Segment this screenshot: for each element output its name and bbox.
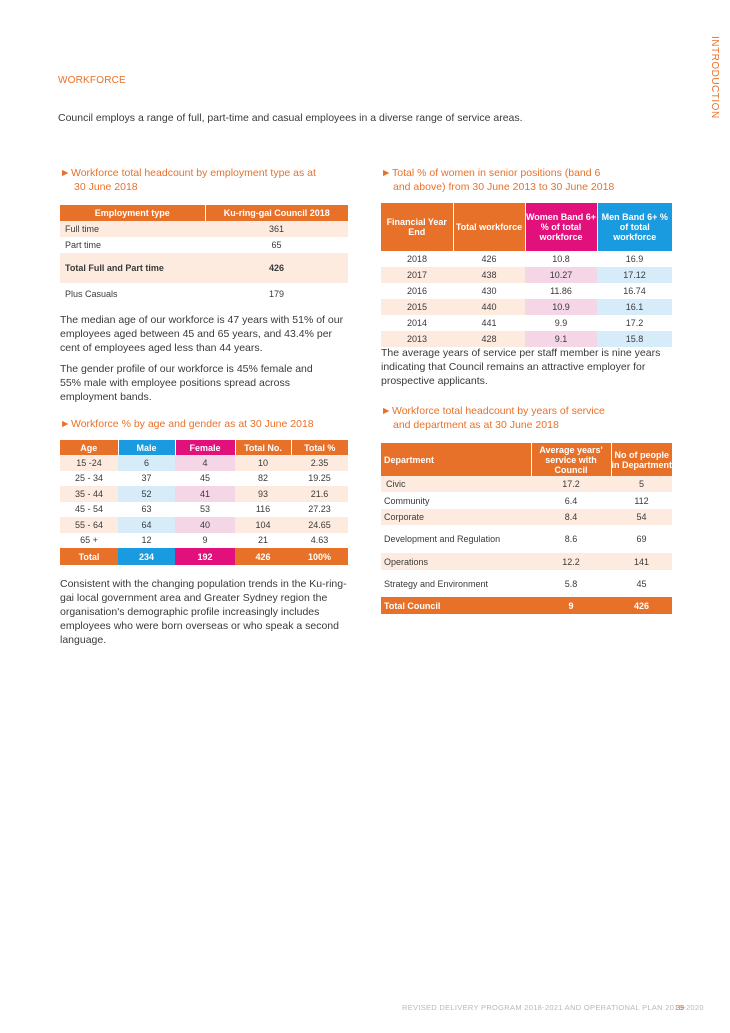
table-row: 2018 426 10.8 16.9 <box>406 254 644 264</box>
headcount-table: Employment type Ku-ring-gai Council 2018… <box>60 205 348 305</box>
column-header: Total % <box>291 440 348 455</box>
table-row: Civic 17.2 5 <box>381 476 672 492</box>
age-gender-table: Age Male Female Total No. Total % 15 -24… <box>60 440 348 565</box>
column-header: Male <box>118 440 176 455</box>
table-row: 35 - 44 52 41 93 21.6 <box>60 486 348 502</box>
column-header: Financial Year End <box>381 203 454 251</box>
women-senior-heading: ►Total % of women in senior positions (b… <box>381 167 615 193</box>
gender-profile-paragraph: The gender profile of our workforce is 4… <box>60 363 313 403</box>
headcount-heading: ►Workforce total headcount by employment… <box>60 167 316 193</box>
triangle-bullet-icon: ► <box>60 167 71 179</box>
table-row: Strategy and Environment 5.8 45 <box>384 578 647 589</box>
table-total-row: Total 234 192 426 100% <box>60 548 348 565</box>
median-age-paragraph: The median age of our workforce is 47 ye… <box>60 314 344 354</box>
column-header: Department <box>381 443 532 476</box>
column-header: Average years' service with Council <box>531 443 612 476</box>
age-gender-heading: ►Workforce % by age and gender as at 30 … <box>60 418 314 430</box>
table-row: Operations 12.2 141 <box>381 553 672 570</box>
table-row: Community 6.4 112 <box>384 495 649 506</box>
table-row: Full time 361 <box>60 221 348 237</box>
column-header: Ku-ring-gai Council 2018 <box>205 205 348 221</box>
table-row: 2017 438 10.27 17.12 <box>381 267 672 283</box>
table-row: 2014 441 9.9 17.2 <box>406 318 644 328</box>
table-row: 2013 428 9.1 15.8 <box>381 331 672 347</box>
intro-paragraph: Council employs a range of full, part-ti… <box>58 112 523 124</box>
women-senior-table: Financial Year End Total workforce Women… <box>381 203 672 347</box>
table-total-row: Total Full and Part time 426 <box>60 253 348 283</box>
table-row: 45 - 54 63 53 116 27.23 <box>74 504 331 515</box>
population-paragraph: Consistent with the changing population … <box>60 578 347 646</box>
column-header: No of people in Department <box>611 443 672 476</box>
section-title: WORKFORCE <box>58 75 126 86</box>
service-dept-table: Department Average years' service with C… <box>381 443 672 614</box>
column-header: Total No. <box>235 440 292 455</box>
table-total-row: Total Council 9 426 <box>381 597 672 614</box>
column-header: Age <box>60 440 119 455</box>
footer-text: REVISED DELIVERY PROGRAM 2018-2021 AND O… <box>402 1003 704 1012</box>
service-dept-heading: ►Workforce total headcount by years of s… <box>381 405 605 431</box>
table-row: 65 + 12 9 21 4.63 <box>80 535 329 546</box>
column-header: Men Band 6+ % of total workforce <box>597 203 672 251</box>
table-row: Corporate 8.4 54 <box>381 509 672 525</box>
page-number: 39 <box>676 1003 685 1012</box>
triangle-bullet-icon: ► <box>60 418 71 430</box>
table-row: 15 -24 6 4 10 2.35 <box>60 455 348 471</box>
triangle-bullet-icon: ► <box>381 167 392 179</box>
table-row: 25 - 34 37 45 82 19.25 <box>74 473 331 484</box>
table-row: 2015 440 10.9 16.1 <box>381 299 672 315</box>
table-row: 2016 430 11.86 16.74 <box>406 286 646 296</box>
triangle-bullet-icon: ► <box>381 405 392 417</box>
column-header: Female <box>175 440 236 455</box>
table-row: Plus Casuals 179 <box>65 289 285 299</box>
column-header: Total workforce <box>453 203 526 251</box>
service-years-paragraph: The average years of service per staff m… <box>381 347 661 387</box>
table-row: Part time 65 <box>65 240 282 250</box>
column-header: Employment type <box>60 205 206 221</box>
side-section-label: INTRODUCTION <box>709 36 720 119</box>
table-row: Development and Regulation 8.6 69 <box>384 534 647 544</box>
table-row: 55 - 64 64 40 104 24.65 <box>60 517 348 533</box>
column-header: Women Band 6+ % of total workforce <box>525 203 598 251</box>
